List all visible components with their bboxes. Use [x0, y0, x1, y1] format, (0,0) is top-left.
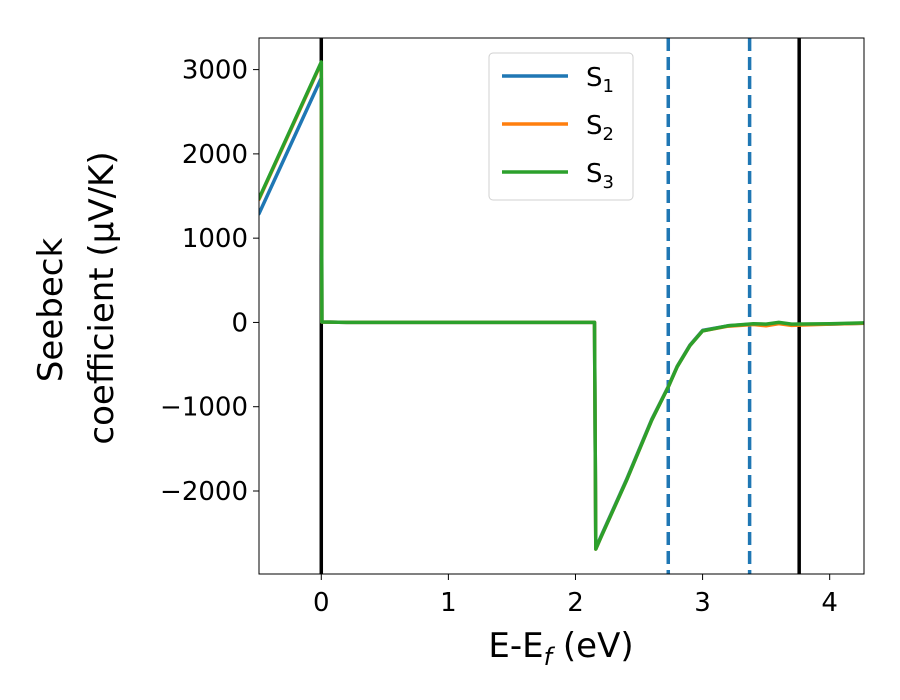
x-tick-label: 0 — [313, 588, 330, 618]
y-axis-title-line2: coefficient (μV/K) — [82, 151, 122, 444]
x-axis: 0 1 2 3 4 — [313, 574, 838, 618]
y-tick-label: −2000 — [160, 477, 248, 507]
legend-label-S1: S1 — [586, 63, 614, 97]
x-tick-label: 2 — [567, 588, 584, 618]
series-line-S3 — [259, 60, 864, 551]
y-tick-label: −1000 — [160, 393, 248, 423]
y-axis: −2000 −1000 0 1000 2000 3000 — [160, 56, 259, 507]
x-axis-title: E-Ef (eV) — [488, 626, 633, 671]
legend-box — [488, 52, 634, 201]
legend: S1 S2 S3 — [488, 52, 634, 201]
legend-label-S3: S3 — [586, 159, 614, 193]
legend-label-S2: S2 — [586, 111, 614, 145]
x-tick-label: 4 — [821, 588, 838, 618]
x-tick-label: 3 — [694, 588, 711, 618]
y-tick-label: 0 — [231, 308, 248, 338]
x-axis-title-main: E-E — [488, 626, 543, 666]
series-lines — [259, 60, 864, 551]
x-tick-label: 1 — [440, 588, 457, 618]
y-axis-title-line1: Seebeck — [31, 238, 71, 383]
legend-entries: S1 S2 S3 — [502, 63, 614, 193]
y-tick-label: 3000 — [182, 56, 248, 86]
y-tick-label: 1000 — [182, 224, 248, 254]
x-axis-title-unit: (eV) — [552, 626, 634, 666]
plot-frame — [258, 37, 865, 575]
y-tick-label: 2000 — [182, 140, 248, 170]
